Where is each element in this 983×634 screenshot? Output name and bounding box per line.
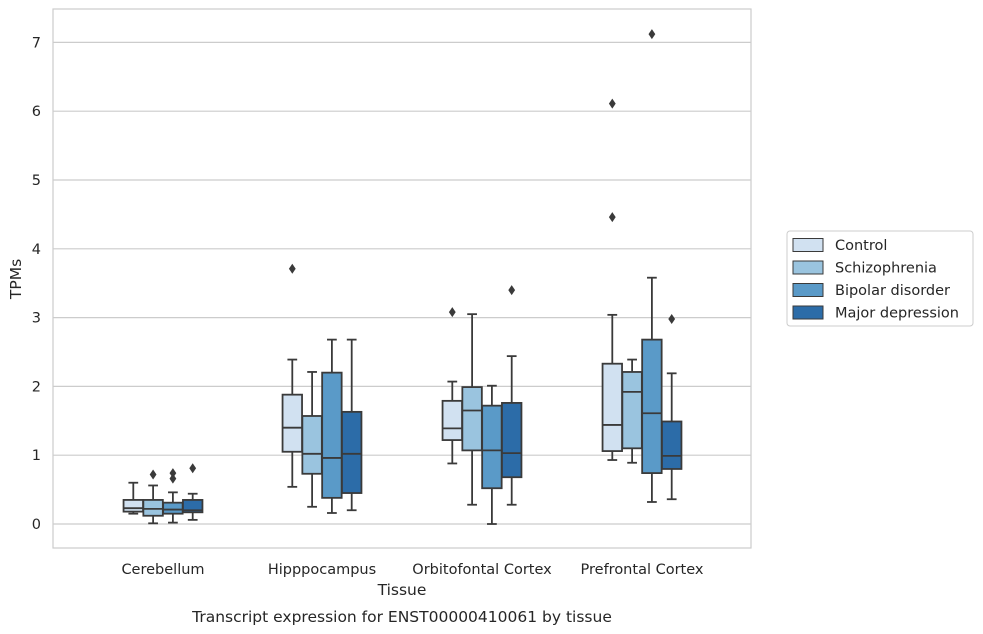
box <box>321 338 343 514</box>
series-control <box>122 98 623 515</box>
outlier-point <box>608 98 616 109</box>
box-iqr <box>601 362 623 452</box>
legend-entry: Bipolar disorder <box>792 283 950 299</box>
box <box>621 358 643 464</box>
outlier-point <box>189 463 197 474</box>
series-schizophrenia <box>142 313 643 525</box>
x-tick-label: Hipppocampus <box>268 562 376 578</box>
box-iqr <box>501 402 523 479</box>
legend-entry: Schizophrenia <box>792 260 937 277</box>
outlier-point <box>149 469 157 480</box>
box-iqr <box>641 338 663 474</box>
box <box>601 98 623 461</box>
x-tick-label: Orbitofontal Cortex <box>412 562 552 578</box>
box <box>661 313 683 501</box>
x-axis-label: Tissue <box>377 581 427 599</box>
box-iqr <box>461 386 483 452</box>
box-iqr <box>162 501 184 515</box>
box <box>301 371 323 508</box>
outlier-point <box>448 307 456 318</box>
legend-entry: Control <box>792 238 887 254</box>
y-tick-label: 7 <box>32 35 41 51</box>
box-iqr <box>661 420 683 470</box>
legend-label: Bipolar disorder <box>835 283 950 299</box>
box-iqr <box>441 399 463 441</box>
box-iqr <box>301 415 323 475</box>
series-major-depression <box>182 285 683 521</box>
x-tick-label: Cerebellum <box>121 562 204 578</box>
legend-swatch <box>792 260 824 275</box>
x-axis-ticks: Cerebellum Hipppocampus Orbitofontal Corte… <box>121 562 703 578</box>
legend-label: Control <box>835 238 887 254</box>
box-series <box>122 29 683 525</box>
legend-swatch <box>792 238 824 252</box>
y-tick-label: 2 <box>32 379 41 395</box>
box <box>461 313 483 506</box>
y-tick-label: 0 <box>32 517 41 533</box>
box <box>182 463 204 521</box>
y-tick-label: 6 <box>32 104 41 120</box>
box <box>501 285 523 506</box>
plot-area-frame <box>52 8 752 549</box>
legend-swatch <box>792 283 824 297</box>
box-iqr <box>142 499 164 517</box>
x-tick-label: Prefrontal Cortex <box>581 562 704 578</box>
y-tick-label: 1 <box>32 448 41 464</box>
legend-swatch <box>792 305 824 320</box>
legend: Control Schizophrenia Bipolar disorder Majo… <box>786 230 974 327</box>
box-iqr <box>182 499 204 514</box>
outlier-point <box>169 468 177 479</box>
outlier-point <box>508 285 516 296</box>
gridlines <box>53 41 751 525</box>
outlier-point <box>608 212 616 223</box>
box <box>481 384 503 525</box>
series-bipolar-disorder <box>162 29 663 525</box>
box <box>641 29 663 503</box>
box <box>441 307 463 465</box>
box <box>142 469 164 525</box>
box <box>341 338 363 512</box>
box-iqr <box>481 404 503 490</box>
y-tick-label: 3 <box>32 311 41 327</box>
y-tick-label: 4 <box>32 242 41 258</box>
y-axis-label: TPMs <box>7 259 25 300</box>
box-iqr <box>321 371 343 499</box>
legend-frame <box>786 230 974 327</box>
outlier-point <box>288 263 296 274</box>
box-iqr <box>122 499 144 513</box>
box-iqr <box>281 393 303 453</box>
outlier-point <box>169 473 177 484</box>
box-iqr <box>621 371 643 450</box>
legend-label: Schizophrenia <box>835 261 937 277</box>
box <box>281 263 303 488</box>
outlier-point <box>648 29 656 40</box>
box <box>162 468 184 524</box>
y-tick-label: 5 <box>32 173 41 189</box>
chart-caption: Transcript expression for ENST0000041006… <box>191 608 612 626</box>
legend-label: Major depression <box>835 306 959 322</box>
outlier-point <box>668 313 676 324</box>
box-iqr <box>341 410 363 494</box>
legend-entry: Major depression <box>792 305 959 322</box>
box <box>122 481 144 515</box>
y-axis-ticks: 0 1 2 3 4 5 6 7 <box>32 35 41 533</box>
